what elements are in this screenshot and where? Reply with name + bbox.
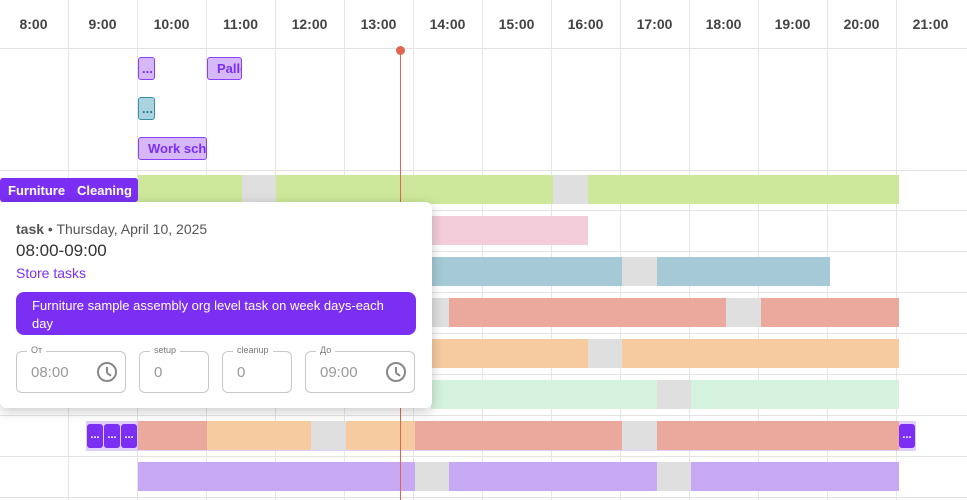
tag-cleaning[interactable]: Cleaning — [69, 178, 138, 202]
hour-label: 9:00 — [88, 16, 117, 32]
schedule-bar[interactable] — [138, 175, 242, 204]
schedule-bar[interactable] — [431, 216, 588, 245]
hour-label: 17:00 — [636, 16, 673, 32]
row-separator — [0, 374, 967, 375]
event-chip[interactable]: ... — [138, 57, 155, 80]
hour-label: 11:00 — [222, 16, 259, 32]
schedule-bar[interactable] — [207, 421, 311, 450]
setup-value: 0 — [154, 364, 163, 381]
schedule-bar[interactable] — [431, 257, 622, 286]
hour-label: 14:00 — [429, 16, 466, 32]
from-time-value: 08:00 — [31, 364, 69, 381]
grid-line — [482, 0, 483, 500]
task-time-range: 08:00-09:00 — [16, 241, 107, 260]
to-time-value: 09:00 — [320, 364, 358, 381]
schedule-bar[interactable] — [622, 339, 899, 368]
more-events-button[interactable]: ... — [87, 424, 103, 448]
grid-line — [689, 0, 690, 500]
to-time-field[interactable]: До 09:00 — [305, 345, 415, 393]
task-description: Furniture sample assembly org level task… — [16, 292, 416, 335]
event-chip-work-schedule[interactable]: Work sch — [138, 137, 207, 160]
event-chip[interactable]: ... — [138, 97, 155, 120]
schedule-bar[interactable] — [138, 462, 415, 491]
tag-furniture[interactable]: Furniture — [0, 178, 69, 202]
hour-label: 19:00 — [774, 16, 811, 32]
row-separator — [0, 333, 967, 334]
grid-line — [620, 0, 621, 500]
gap-block — [622, 421, 657, 450]
from-time-field[interactable]: От 08:00 — [16, 345, 126, 393]
more-events-button[interactable]: ... — [104, 424, 120, 448]
schedule-bar[interactable] — [691, 380, 899, 409]
gap-block — [588, 339, 622, 368]
task-kind: task — [16, 221, 45, 237]
row-separator — [0, 170, 967, 171]
grid-line — [827, 0, 828, 500]
clock-icon[interactable] — [97, 362, 117, 382]
grid-line — [896, 0, 897, 500]
cleanup-field[interactable]: cleanup 0 — [222, 345, 292, 393]
hour-label: 10:00 — [153, 16, 190, 32]
schedule-bar[interactable] — [588, 175, 899, 204]
schedule-bar[interactable] — [276, 175, 553, 204]
gap-block — [242, 175, 276, 204]
setup-label: setup — [150, 345, 181, 355]
hour-label: 18:00 — [705, 16, 742, 32]
schedule-bar[interactable] — [449, 462, 657, 491]
schedule-bar[interactable] — [346, 421, 415, 450]
from-time-label: От — [27, 345, 47, 355]
task-header: task • Thursday, April 10, 2025 — [16, 221, 207, 237]
schedule-bar[interactable] — [138, 421, 207, 450]
gap-block — [553, 175, 588, 204]
task-detail-popup: task • Thursday, April 10, 2025 08:00-09… — [0, 202, 432, 408]
gap-block — [657, 462, 691, 491]
schedule-bar[interactable] — [657, 421, 899, 450]
current-time-marker — [396, 46, 405, 55]
gap-block — [415, 462, 449, 491]
gap-block — [657, 380, 691, 409]
timeline-header: 8:00 9:00 10:00 11:00 12:00 13:00 14:00 … — [0, 0, 967, 49]
setup-field[interactable]: setup 0 — [139, 345, 209, 393]
hour-label: 16:00 — [567, 16, 604, 32]
hour-label: 8:00 — [19, 16, 48, 32]
schedule-bar[interactable] — [761, 298, 899, 327]
hour-label: 15:00 — [498, 16, 535, 32]
schedule-bar[interactable] — [431, 380, 657, 409]
hour-label: 20:00 — [843, 16, 880, 32]
row-separator — [0, 210, 967, 211]
row-separator — [0, 497, 967, 498]
clock-icon[interactable] — [386, 362, 406, 382]
hour-label: 21:00 — [912, 16, 949, 32]
hour-label: 13:00 — [360, 16, 397, 32]
cleanup-label: cleanup — [233, 345, 273, 355]
gap-block — [431, 298, 449, 327]
row-separator — [0, 292, 967, 293]
task-date: • Thursday, April 10, 2025 — [44, 221, 208, 237]
grid-line — [758, 0, 759, 500]
grid-line — [551, 0, 552, 500]
schedule-bar[interactable] — [657, 257, 830, 286]
gap-block — [622, 257, 657, 286]
to-time-label: До — [316, 345, 336, 355]
task-category-link[interactable]: Store tasks — [16, 265, 87, 281]
schedule-bar[interactable] — [691, 462, 899, 491]
hour-label: 12:00 — [291, 16, 328, 32]
more-events-button[interactable]: ... — [121, 424, 137, 448]
row-separator — [0, 251, 967, 252]
event-chip-pallet[interactable]: Palle — [207, 57, 242, 80]
schedule-bar[interactable] — [431, 339, 588, 368]
row-separator — [0, 415, 967, 416]
gap-block — [726, 298, 761, 327]
schedule-bar[interactable] — [415, 421, 622, 450]
gap-block — [311, 421, 346, 450]
schedule-bar[interactable] — [449, 298, 726, 327]
more-events-button[interactable]: ... — [899, 424, 915, 448]
cleanup-value: 0 — [237, 364, 246, 381]
row-separator — [0, 456, 967, 457]
